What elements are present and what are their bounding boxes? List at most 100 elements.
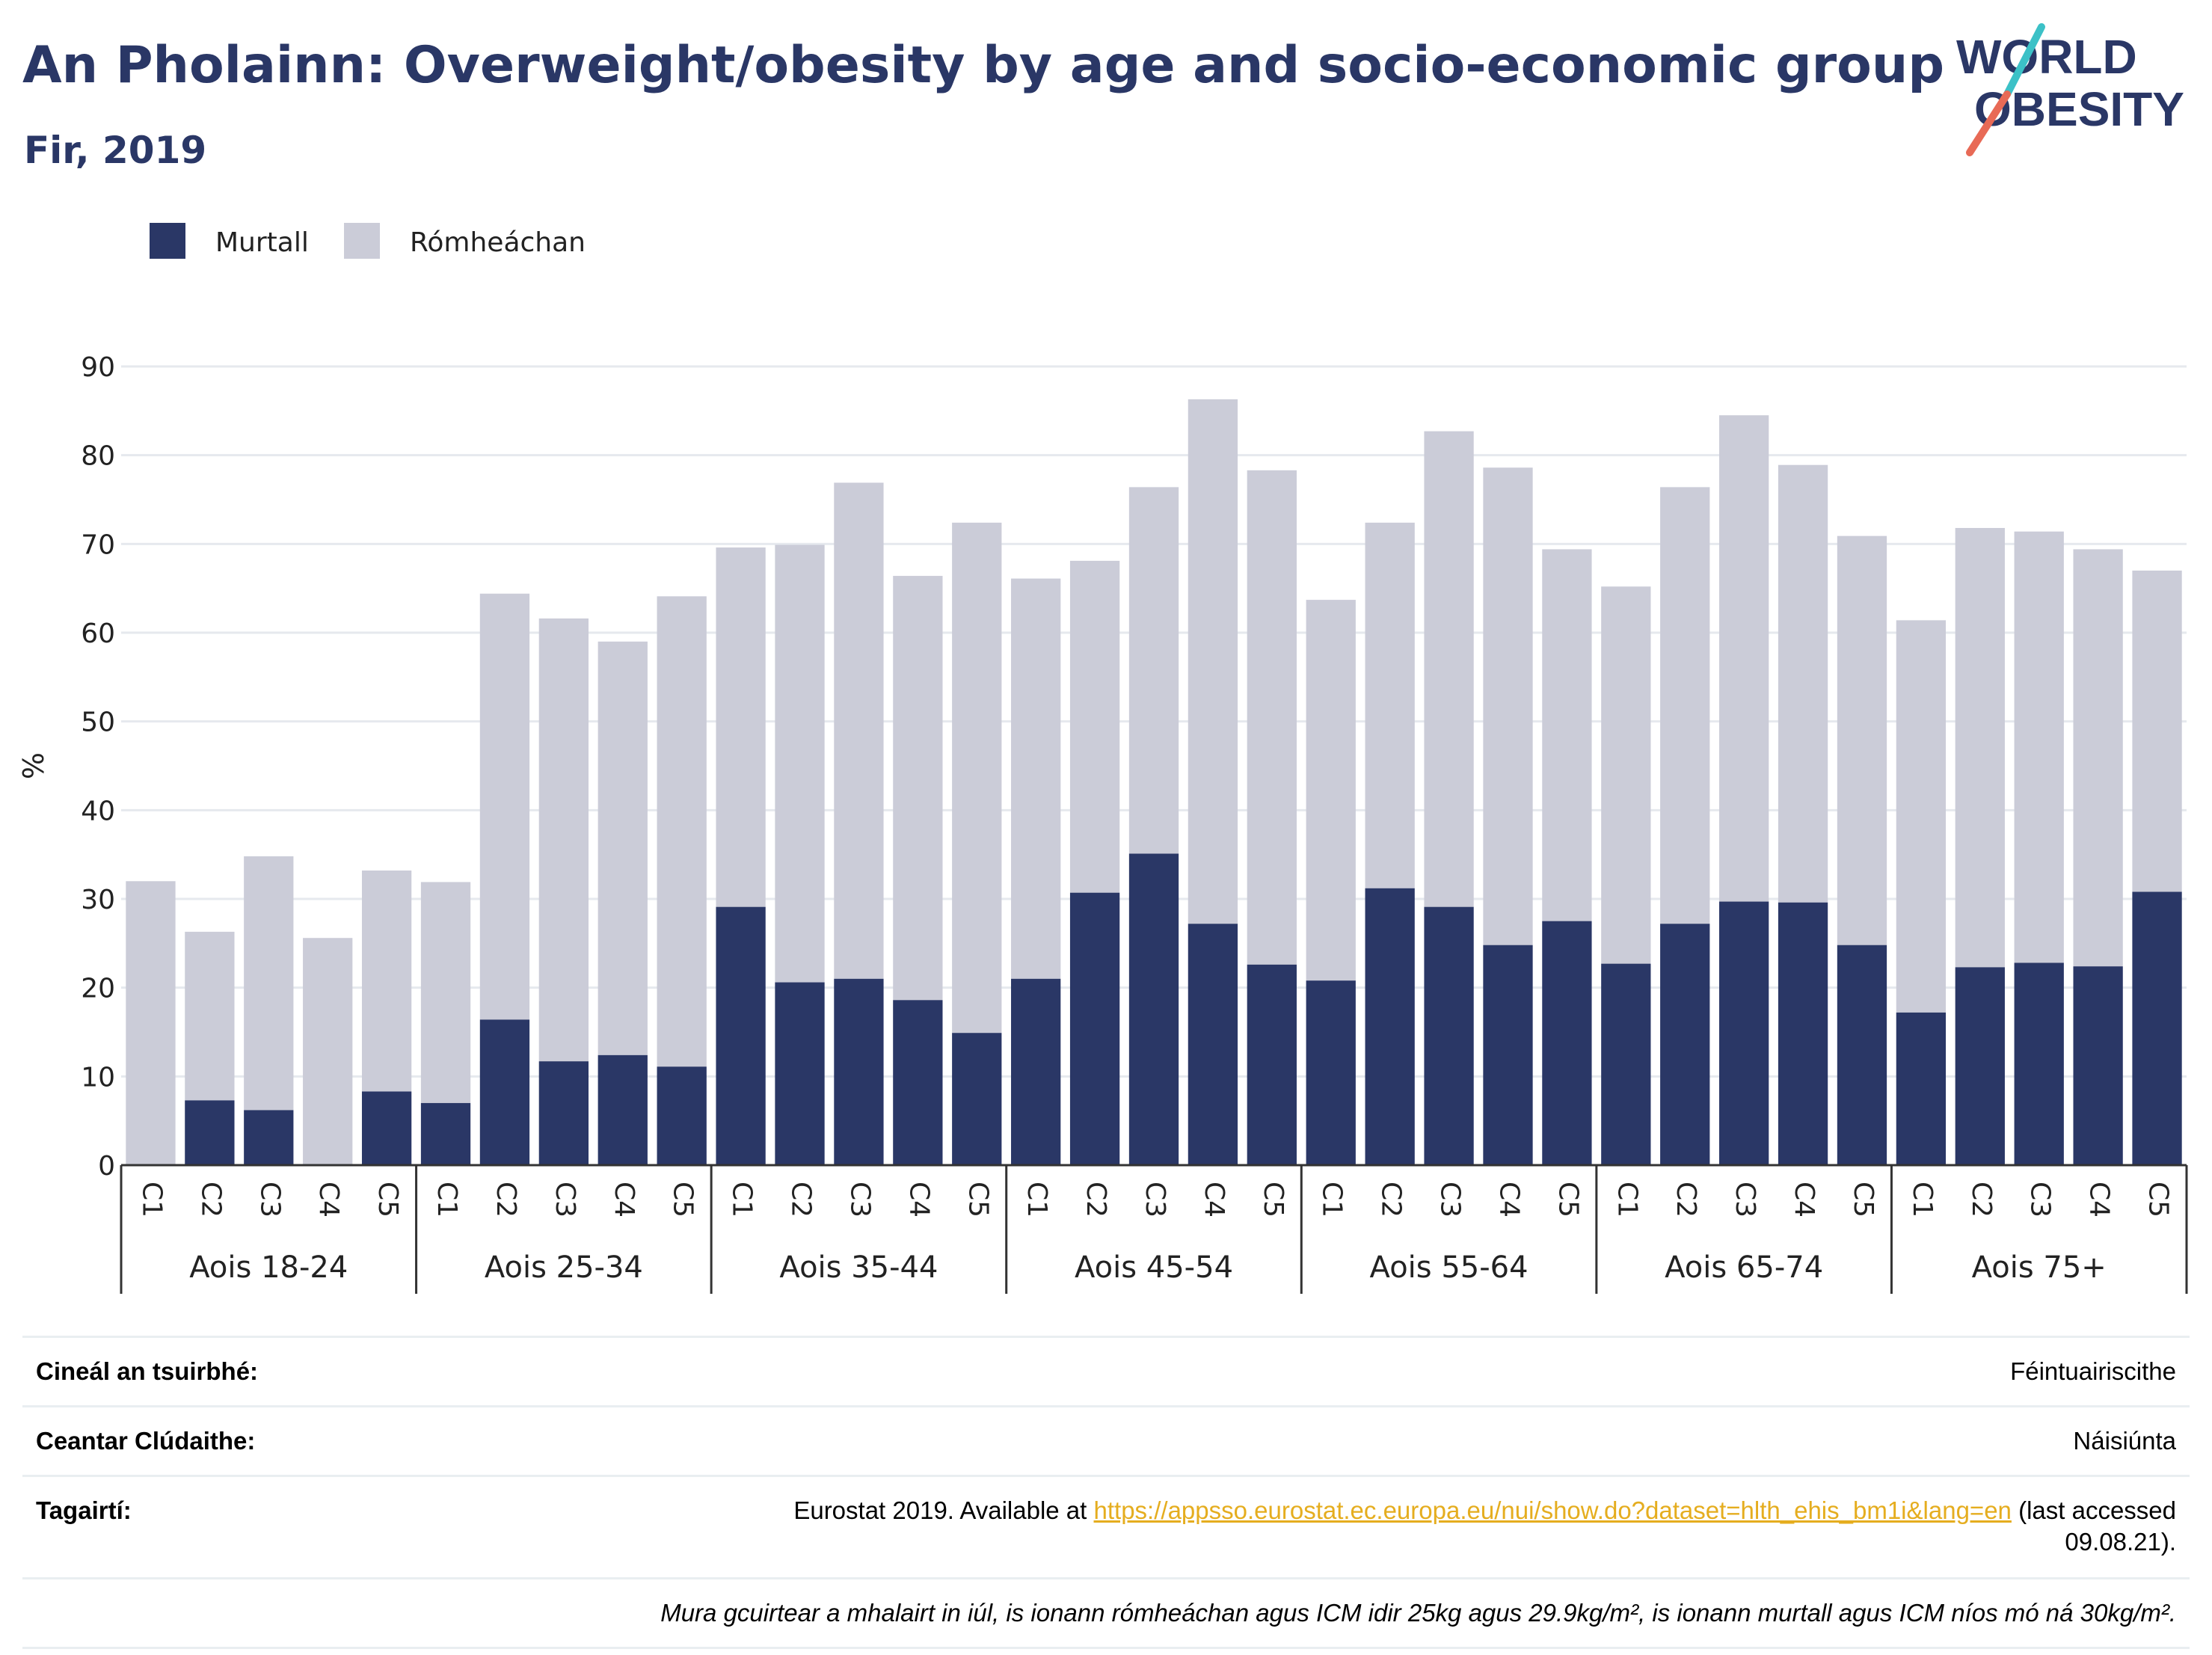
bar-overweight: [303, 938, 353, 1165]
legend-label-obese: Murtall: [215, 227, 309, 258]
bar-obese: [1542, 921, 1592, 1165]
bar-overweight: [657, 596, 707, 1067]
bar-obese: [1365, 888, 1415, 1165]
x-tick-label: C5: [1552, 1182, 1583, 1218]
bar-overweight: [244, 856, 294, 1111]
bar-overweight: [1955, 527, 2005, 968]
legend-swatch-obese: [150, 223, 185, 259]
x-tick-label: C2: [1081, 1182, 1111, 1218]
survey-type-row: Cineál an tsuirbhé: Féintuairiscithe: [22, 1336, 2190, 1405]
bar-overweight: [2073, 549, 2123, 967]
bar-obese: [1718, 901, 1769, 1165]
bar-obese: [2014, 962, 2064, 1165]
survey-type-value: Féintuairiscithe: [2010, 1357, 2176, 1385]
bar-obese: [244, 1110, 294, 1165]
y-tick-label: 30: [81, 885, 115, 915]
bar-obese: [361, 1091, 412, 1165]
x-group-label: Aois 75+: [1972, 1250, 2107, 1285]
bar-obese: [1483, 945, 1533, 1165]
bar-obese: [1188, 924, 1238, 1165]
y-tick-label: 70: [81, 529, 115, 560]
x-group-label: Aois 18-24: [189, 1250, 348, 1285]
x-tick-label: C1: [431, 1182, 462, 1218]
bar-obese: [834, 978, 884, 1165]
bar-overweight: [420, 882, 471, 1103]
bar-obese: [1069, 892, 1120, 1165]
bar-overweight: [1011, 578, 1061, 979]
y-tick-label: 50: [81, 707, 115, 738]
bar-obese: [1306, 980, 1356, 1165]
bar-overweight: [1128, 487, 1179, 854]
bar-overweight: [538, 618, 589, 1062]
bar-overweight: [1069, 560, 1120, 893]
bar-overweight: [2132, 570, 2182, 892]
bar-obese: [1896, 1012, 1947, 1165]
bar-overweight: [1483, 467, 1533, 945]
y-tick-label: 80: [81, 441, 115, 472]
bar-obese: [952, 1033, 1002, 1165]
x-tick-label: C5: [962, 1182, 993, 1218]
bar-obese: [1011, 978, 1061, 1165]
bar-obese: [657, 1066, 707, 1165]
references-prefix: Eurostat 2019. Available at: [793, 1496, 1094, 1524]
bar-obese: [479, 1019, 530, 1165]
bar-overweight: [834, 482, 884, 979]
logo-stripe-teal: [2003, 23, 2045, 98]
references-value: Eurostat 2019. Available at https://apps…: [793, 1495, 2176, 1558]
bar-obese: [893, 1000, 943, 1165]
references-label: Tagairtí:: [36, 1496, 132, 1524]
bar-obese: [420, 1102, 471, 1165]
y-tick-label: 10: [81, 1062, 115, 1093]
x-tick-label: C3: [1140, 1182, 1170, 1218]
x-tick-label: C2: [1671, 1182, 1701, 1218]
x-tick-label: C4: [2084, 1182, 2115, 1218]
bar-obese: [1128, 853, 1179, 1165]
definition-note-row: Mura gcuirtear a mhalairt in iúl, is ion…: [22, 1577, 2190, 1649]
y-tick-label: 90: [81, 352, 115, 383]
references-link[interactable]: https://appsso.eurostat.ec.europa.eu/nui…: [1093, 1496, 2012, 1524]
x-group-label: Aois 65-74: [1665, 1250, 1823, 1285]
x-tick-label: C5: [668, 1182, 698, 1218]
bar-obese: [716, 906, 766, 1165]
x-tick-label: C4: [903, 1182, 934, 1218]
bar-overweight: [716, 547, 766, 907]
area-covered-label: Ceantar Clúdaithe:: [36, 1427, 256, 1455]
bar-obese: [1247, 964, 1297, 1165]
x-tick-label: C1: [1612, 1182, 1642, 1218]
bar-obese: [1778, 902, 1828, 1165]
bar-overweight: [597, 641, 648, 1055]
bar-overweight: [952, 522, 1002, 1034]
world-obesity-logo: WORLD OBESITY: [1956, 23, 2184, 156]
bar-obese: [2132, 891, 2182, 1165]
x-tick-label: C3: [1435, 1182, 1466, 1218]
bar-obese: [1601, 963, 1651, 1165]
x-tick-label: C4: [1199, 1182, 1229, 1218]
bar-overweight: [1542, 549, 1592, 921]
bar-obese: [1837, 945, 1887, 1165]
x-tick-label: C3: [254, 1182, 285, 1218]
bar-overweight: [1365, 522, 1415, 888]
y-tick-label: 20: [81, 974, 115, 1004]
bar-overweight: [1188, 399, 1238, 924]
chart: Murtall Rómheáchan 0 10 20 30 40 50 60 70 80 90% C1 C…: [17, 223, 2188, 1294]
y-axis-title: %: [17, 752, 50, 779]
x-tick-label: C2: [491, 1182, 521, 1218]
x-tick-label: C4: [313, 1182, 344, 1218]
logo-text-world: WORLD: [1956, 30, 2137, 84]
x-tick-label: C5: [1848, 1182, 1878, 1218]
x-tick-label: C1: [1021, 1182, 1052, 1218]
bar-obese: [1424, 906, 1474, 1165]
x-tick-label: C3: [2025, 1182, 2056, 1218]
x-tick-label: C4: [1493, 1182, 1524, 1218]
bar-overweight: [1778, 464, 1828, 903]
bar-obese: [597, 1054, 648, 1165]
legend-label-overweight: Rómheáchan: [410, 227, 586, 258]
y-tick-label: 40: [81, 796, 115, 826]
bar-overweight: [126, 881, 176, 1165]
metadata-table: Cineál an tsuirbhé: Féintuairiscithe Cea…: [22, 1336, 2190, 1649]
x-tick-label: C3: [1730, 1182, 1760, 1218]
area-covered-value: Náisiúnta: [2073, 1427, 2176, 1455]
bar-obese: [1955, 967, 2005, 1165]
x-tick-label: C1: [1907, 1182, 1938, 1218]
bar-overweight: [1247, 470, 1297, 965]
